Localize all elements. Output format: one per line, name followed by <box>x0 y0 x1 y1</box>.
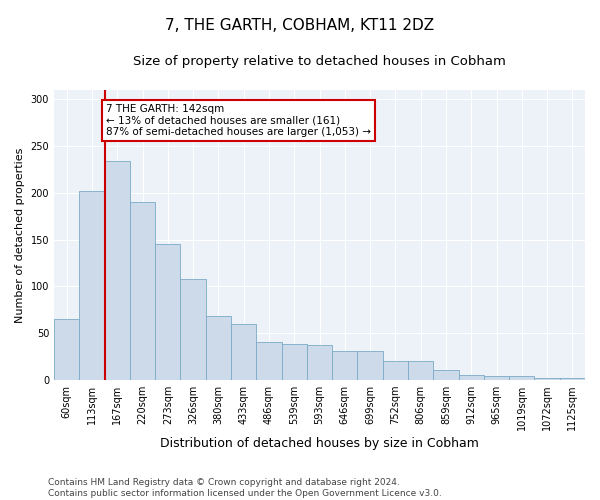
Title: Size of property relative to detached houses in Cobham: Size of property relative to detached ho… <box>133 55 506 68</box>
Text: 7 THE GARTH: 142sqm
← 13% of detached houses are smaller (161)
87% of semi-detac: 7 THE GARTH: 142sqm ← 13% of detached ho… <box>106 104 371 137</box>
Bar <box>206 316 231 380</box>
Y-axis label: Number of detached properties: Number of detached properties <box>15 147 25 322</box>
Bar <box>358 350 383 380</box>
Bar <box>181 279 206 380</box>
Bar <box>281 344 307 380</box>
Bar <box>458 375 484 380</box>
Bar <box>307 345 332 380</box>
Bar <box>433 370 458 380</box>
Bar <box>130 202 155 380</box>
Bar <box>155 244 181 380</box>
Text: 7, THE GARTH, COBHAM, KT11 2DZ: 7, THE GARTH, COBHAM, KT11 2DZ <box>166 18 434 32</box>
Bar <box>535 378 560 380</box>
Bar <box>104 161 130 380</box>
Text: Contains HM Land Registry data © Crown copyright and database right 2024.
Contai: Contains HM Land Registry data © Crown c… <box>48 478 442 498</box>
Bar <box>332 350 358 380</box>
Bar <box>383 361 408 380</box>
Bar <box>54 319 79 380</box>
X-axis label: Distribution of detached houses by size in Cobham: Distribution of detached houses by size … <box>160 437 479 450</box>
Bar <box>408 361 433 380</box>
Bar <box>79 191 104 380</box>
Bar <box>256 342 281 380</box>
Bar <box>560 378 585 380</box>
Bar <box>484 376 509 380</box>
Bar <box>509 376 535 380</box>
Bar <box>231 324 256 380</box>
